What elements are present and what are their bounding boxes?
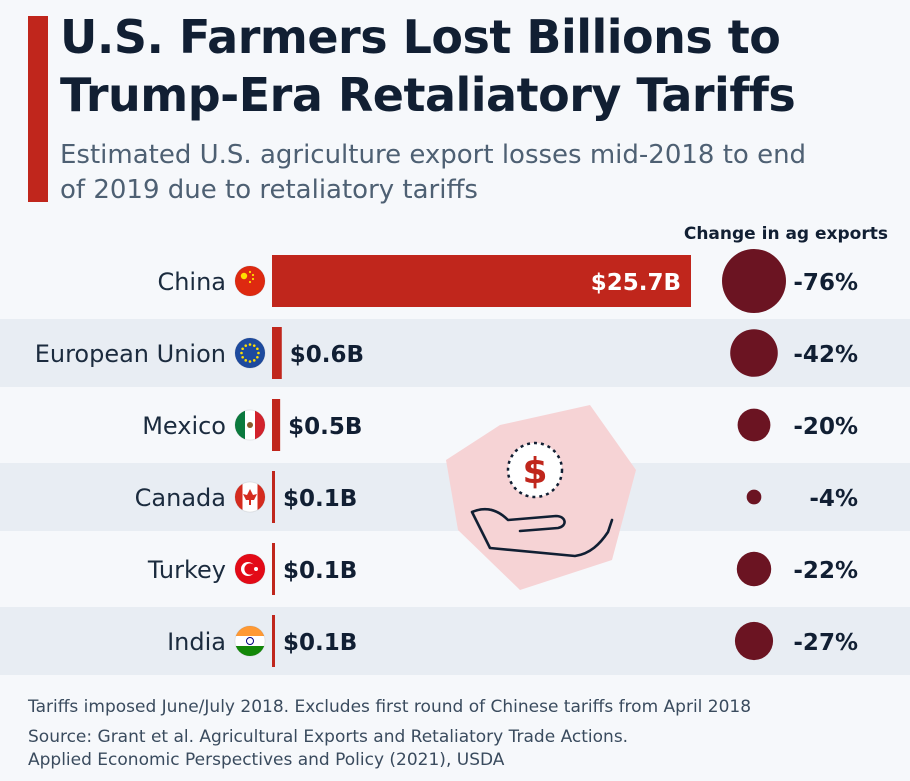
mexico-flag-icon xyxy=(234,409,266,441)
value-label-india: $0.1B xyxy=(283,630,357,656)
change-label-european-union: -42% xyxy=(793,342,858,368)
category-label-turkey: Turkey xyxy=(147,556,226,584)
turkey-flag-icon xyxy=(234,553,266,585)
bubble-mexico xyxy=(737,408,771,442)
change-column-header: Change in ag exports xyxy=(683,224,888,244)
bar-china xyxy=(272,255,691,307)
bar-canada xyxy=(272,471,275,523)
bar-india xyxy=(272,615,275,667)
canada-flag-icon xyxy=(234,481,266,513)
svg-text:$: $ xyxy=(522,451,547,492)
category-label-canada: Canada xyxy=(135,484,226,512)
change-label-mexico: -20% xyxy=(793,414,858,440)
value-label-china: $25.7B xyxy=(591,270,681,296)
title-accent-bar xyxy=(28,16,48,202)
change-label-turkey: -22% xyxy=(793,558,858,584)
category-label-china: China xyxy=(157,268,226,296)
category-label-mexico: Mexico xyxy=(142,412,226,440)
source-line-2: Applied Economic Perspectives and Policy… xyxy=(28,750,505,770)
value-label-mexico: $0.5B xyxy=(288,414,362,440)
change-label-china: -76% xyxy=(793,270,858,296)
bubble-india xyxy=(734,621,774,661)
china-flag-icon xyxy=(234,265,266,297)
row-band xyxy=(0,607,910,675)
bubble-china xyxy=(722,249,786,313)
bubble-european-union xyxy=(730,329,778,377)
value-label-turkey: $0.1B xyxy=(283,558,357,584)
category-label-india: India xyxy=(167,628,226,656)
value-label-canada: $0.1B xyxy=(283,486,357,512)
value-label-european-union: $0.6B xyxy=(290,342,364,368)
change-label-canada: -4% xyxy=(809,486,858,512)
change-label-india: -27% xyxy=(793,630,858,656)
hand-holding-dollar-icon: $ xyxy=(446,405,636,590)
bar-european-union xyxy=(272,327,282,379)
footnote: Tariffs imposed June/July 2018. Excludes… xyxy=(28,697,752,717)
india-flag-icon xyxy=(234,625,266,657)
category-label-european-union: European Union xyxy=(35,340,226,368)
bar-turkey xyxy=(272,543,275,595)
bar-mexico xyxy=(272,399,281,451)
chart-subtitle: Estimated U.S. agriculture export losses… xyxy=(60,140,807,205)
bubble-turkey xyxy=(736,551,772,587)
eu-flag-icon xyxy=(234,337,266,369)
chart-title: U.S. Farmers Lost Billions to Trump-Era … xyxy=(60,10,796,122)
bubble-canada xyxy=(746,489,762,505)
source-line: Source: Grant et al. Agricultural Export… xyxy=(28,727,629,747)
